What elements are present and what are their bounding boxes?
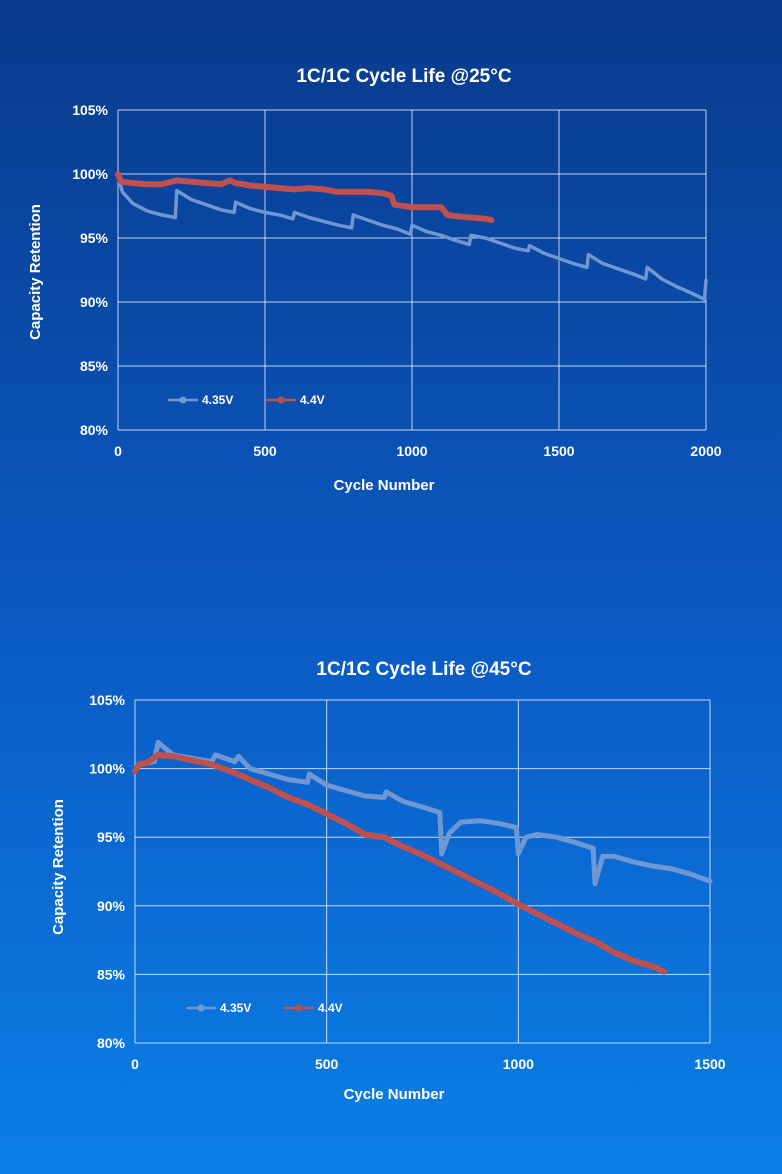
y-tick-label: 80%: [80, 422, 109, 438]
chart-2: 1C/1C Cycle Life @45°C 80% 85% 90% 95% 100% 10…: [50, 659, 726, 1103]
legend-marker: [295, 1004, 303, 1012]
legend-label: 4.35V: [202, 393, 233, 407]
x-tick-label: 1000: [503, 1056, 534, 1072]
chart-1: 1C/1C Cycle Life @25°C 80% 85% 90% 95% 100% 10…: [27, 66, 722, 494]
y-tick-label: 105%: [89, 692, 125, 708]
series-line-44v: [115, 171, 495, 224]
y-tick-label: 105%: [72, 102, 108, 118]
x-tick-label: 500: [253, 443, 277, 459]
legend-label: 4.35V: [220, 1001, 251, 1015]
x-tick-label: 1500: [543, 443, 574, 459]
x-tick-label: 500: [315, 1056, 339, 1072]
y-tick-label: 95%: [80, 230, 109, 246]
legend-marker: [197, 1004, 205, 1012]
series-line-44v: [132, 751, 667, 975]
x-tick-label: 0: [114, 443, 122, 459]
legend-label: 4.4V: [318, 1001, 343, 1015]
y-tick-label: 100%: [89, 761, 125, 777]
series-line-435v: [132, 740, 713, 887]
x-tick-label: 2000: [690, 443, 721, 459]
chart-title: 1C/1C Cycle Life @25°C: [296, 66, 511, 87]
y-tick-label: 90%: [97, 898, 126, 914]
y-tick-label: 100%: [72, 166, 108, 182]
y-tick-label: 85%: [80, 358, 109, 374]
legend-marker: [277, 396, 285, 404]
y-axis-label: Capacity Retention: [27, 204, 44, 340]
y-axis-label: Capacity Retention: [50, 799, 67, 935]
legend: 4.35V 4.4V: [168, 393, 325, 407]
y-tick-label: 85%: [97, 966, 126, 982]
legend-label: 4.4V: [300, 393, 325, 407]
x-axis-label: Cycle Number: [344, 1086, 445, 1103]
x-tick-label: 0: [131, 1056, 139, 1072]
legend: 4.35V 4.4V: [186, 1001, 343, 1015]
y-tick-label: 95%: [97, 829, 126, 845]
chart-title: 1C/1C Cycle Life @45°C: [316, 659, 531, 680]
x-tick-label: 1500: [694, 1056, 725, 1072]
x-axis-label: Cycle Number: [334, 477, 435, 494]
series-line-435v: [116, 173, 708, 302]
y-tick-label: 90%: [80, 294, 109, 310]
grid: [134, 699, 711, 1044]
grid: [117, 109, 707, 431]
y-tick-label: 80%: [97, 1035, 126, 1051]
legend-marker: [179, 396, 187, 404]
x-tick-label: 1000: [396, 443, 427, 459]
